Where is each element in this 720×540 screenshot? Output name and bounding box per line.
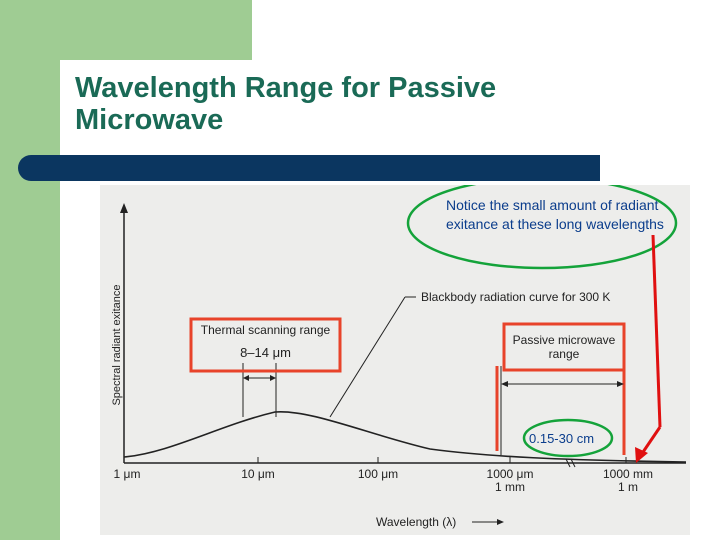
thermal-range-box [189,317,342,373]
curve-leader-line [329,296,406,418]
x-tick-label-primary: 1000 mm [602,467,654,481]
arrowhead [243,375,249,381]
x-axis-label: Wavelength (λ) [376,515,457,529]
x-tick-label-secondary: 1 m [617,480,638,494]
arrowhead [617,381,624,387]
x-tick-label: 100 μm [343,468,413,481]
x-tick-label-secondary: 1 mm [495,480,525,494]
x-tick-label: 1000 mm 1 m [590,468,666,494]
arrowhead [501,381,508,387]
slide-title: Wavelength Range for Passive Microwave [75,72,497,136]
curve-label: Blackbody radiation curve for 300 K [421,290,611,304]
decor-green-left [0,0,60,540]
x-tick-label: 10 μm [228,468,288,481]
callout-arrow-line-1 [651,234,662,428]
range-highlight-ellipse [522,418,614,458]
x-tick-label: 1000 μm 1 mm [472,468,548,494]
y-axis-arrowhead [120,203,128,213]
thermal-box-title: Thermal scanning range [200,323,331,337]
x-tick-label-primary: 10 μm [241,467,275,481]
callout-text: Notice the small amount of radiant exita… [446,197,664,232]
thermal-box-range: 8–14 μm [240,345,291,360]
x-tick-label: 1 μm [102,468,152,481]
x-tick-label-primary: 1 μm [113,467,141,481]
y-axis-label: Spectral radiant exitance [111,284,123,406]
title-underline-bar [18,155,600,181]
x-tick-label-primary: 1000 μm [486,467,534,481]
callout-arrowhead [635,447,648,463]
xlabel-arrowhead [497,519,504,525]
arrowhead [270,375,276,381]
microwave-range-box [502,322,626,372]
x-tick-label-primary: 100 μm [357,467,399,481]
microwave-box-title: Passive microwave range [512,333,616,361]
callout-ellipse [406,185,678,270]
blackbody-figure: Spectral radiant exitance Blackbody radi… [100,185,690,535]
range-highlight-text: 0.15-30 cm [529,431,595,446]
blackbody-curve [123,411,687,463]
figure-graphics [120,185,687,525]
axis-break [565,458,576,468]
